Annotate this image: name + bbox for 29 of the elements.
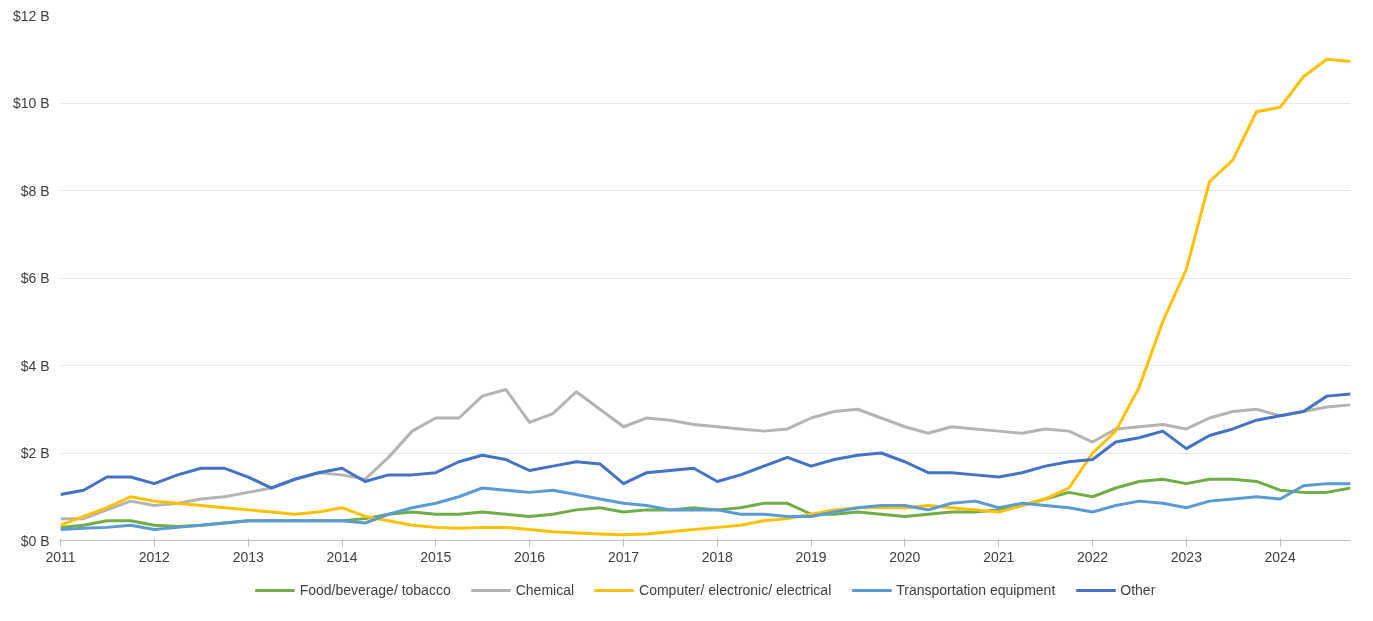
y-tick-label: $10 B: [12, 95, 50, 111]
y-tick-label: $0 B: [20, 532, 50, 549]
y-tick-label: $4 B: [20, 357, 50, 374]
x-tick-label: 2022: [1077, 548, 1109, 565]
x-tick-label: 2012: [138, 548, 171, 565]
line-series: [60, 57, 1351, 537]
y-tick-label: $2 B: [20, 445, 50, 461]
legend-label: Transportation equipment: [896, 582, 1056, 598]
legend-label: Chemical: [515, 582, 575, 598]
x-tick-label: 2017: [607, 548, 640, 565]
x-tick-label: 2021: [983, 548, 1015, 565]
x-tick-label: 2019: [795, 548, 827, 565]
x-tick-label: 2023: [1170, 548, 1203, 565]
x-tick-label: 2013: [232, 548, 265, 565]
x-tick-label: 2015: [420, 548, 452, 565]
line-series: [60, 388, 1351, 521]
x-tick-label: 2011: [45, 548, 76, 565]
legend-label: Computer/ electronic/ electrical: [639, 582, 832, 598]
legend-label: Food/beverage/ tobacco: [299, 582, 451, 598]
legend-label: Other: [1120, 582, 1156, 598]
line-series: [60, 392, 1351, 497]
x-tick-label: 2018: [701, 548, 734, 565]
x-tick-label: 2016: [513, 548, 546, 565]
x-tick-label: 2024: [1264, 548, 1296, 565]
y-tick-label: $8 B: [20, 182, 50, 199]
x-tick-label: 2014: [326, 548, 358, 565]
y-tick-label: $6 B: [20, 270, 50, 286]
x-tick-label: 2020: [889, 548, 921, 565]
y-tick-label: $12 B: [12, 7, 50, 24]
